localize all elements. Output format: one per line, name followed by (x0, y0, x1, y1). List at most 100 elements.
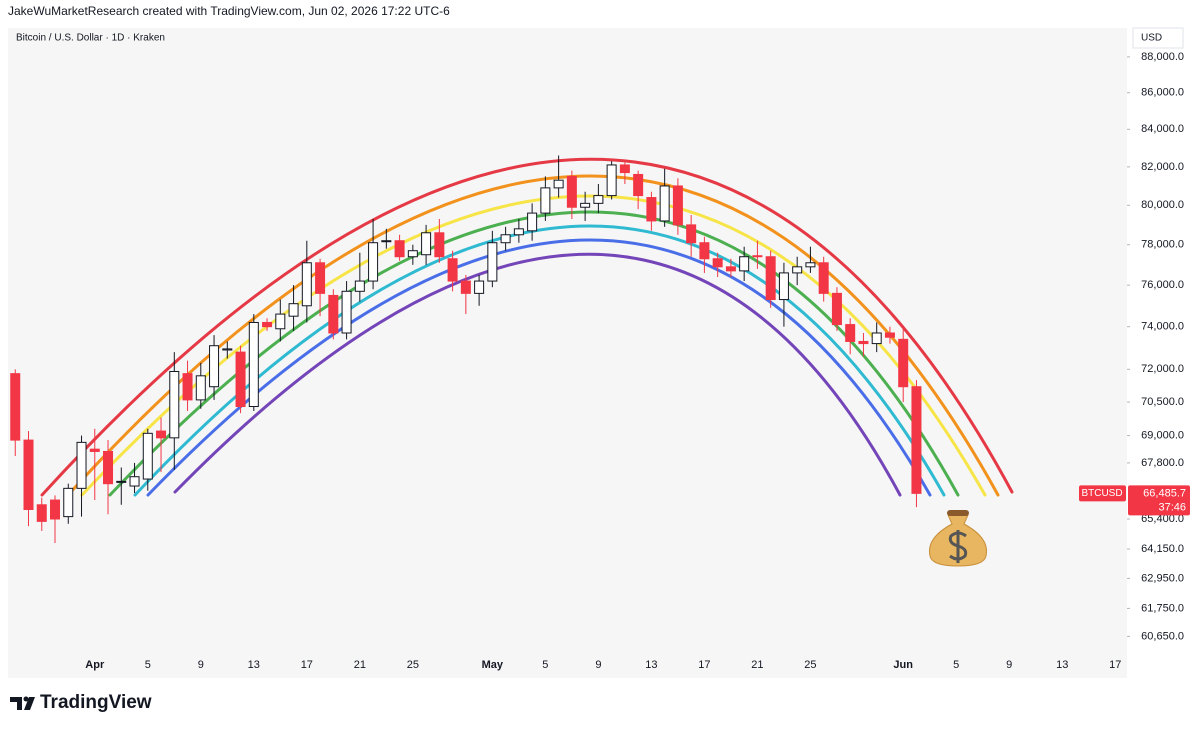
candle-body (752, 255, 763, 258)
candle-body (10, 373, 21, 441)
candle-body (460, 280, 471, 294)
header: JakeWuMarketResearch created with Tradin… (8, 4, 450, 18)
candle-body (381, 240, 392, 243)
candle-body (911, 386, 922, 494)
brand-logo: TradingView (10, 692, 152, 713)
candle-body (474, 280, 485, 294)
y-tick-label: 80,000.0 (1141, 199, 1184, 211)
candle-body (566, 175, 577, 208)
countdown: 37:46 (1158, 501, 1186, 513)
y-tick-label: 70,500.0 (1141, 396, 1184, 408)
y-tick-label: 62,950.0 (1141, 572, 1184, 584)
x-tick-label: Apr (85, 659, 105, 671)
y-tick-label: 61,750.0 (1141, 602, 1184, 614)
x-tick-label: 25 (804, 659, 816, 671)
candle-body (89, 448, 100, 452)
candle-body (805, 262, 816, 268)
candle-body (686, 224, 697, 244)
candle-body (699, 242, 710, 260)
candle-body (739, 256, 750, 272)
y-tick-label: 72,000.0 (1141, 363, 1184, 375)
candle-body (434, 232, 445, 258)
candle-body (606, 164, 617, 197)
arc-blue (146, 238, 932, 497)
y-tick-label: 65,400.0 (1141, 513, 1184, 525)
candle-body (248, 321, 259, 408)
plot-area (8, 28, 1127, 678)
candle-body (858, 340, 869, 345)
candle-body (593, 195, 604, 204)
candle-body (845, 324, 856, 342)
x-tick-label: 9 (595, 659, 601, 671)
candle-body (818, 262, 829, 294)
candle-body (421, 232, 432, 256)
candle-body (169, 370, 180, 439)
x-tick-label: May (482, 659, 504, 671)
arc-red (40, 157, 1014, 497)
candle-body (513, 228, 524, 236)
candle-body (36, 504, 47, 522)
candle-body (646, 197, 657, 222)
money-bag (928, 510, 988, 567)
candle-body (275, 313, 286, 330)
x-tick-label: 13 (645, 659, 657, 671)
y-tick-label: 60,650.0 (1141, 630, 1184, 642)
x-tick-label: 9 (198, 659, 204, 671)
currency-box (1132, 27, 1184, 49)
candle-body (725, 266, 736, 272)
candle-body (222, 348, 233, 351)
candle-body (831, 292, 842, 326)
candle-body (792, 266, 803, 274)
y-tick-label: 69,000.0 (1141, 429, 1184, 441)
x-tick-label: Jun (893, 659, 913, 671)
candle-body (447, 258, 458, 282)
candle-body (156, 430, 167, 439)
candle-body (659, 185, 670, 222)
candle-body (209, 345, 220, 388)
arc-green (108, 210, 960, 497)
candle-body (116, 480, 127, 483)
brand: TradingView (40, 692, 152, 713)
y-tick-label: 84,000.0 (1141, 123, 1184, 135)
x-tick-label: 13 (248, 659, 260, 671)
candle-body (633, 173, 644, 197)
arc-purple (173, 252, 902, 497)
candle-body (580, 202, 591, 208)
candle-body (765, 256, 776, 301)
y-tick-label: 74,000.0 (1141, 321, 1184, 333)
x-tick-label: 21 (751, 659, 763, 671)
y-tick-label: 78,000.0 (1141, 239, 1184, 251)
candle-body (328, 294, 339, 334)
candle-body (394, 240, 405, 258)
y-tick-label: 82,000.0 (1141, 161, 1184, 173)
candle-body (103, 450, 114, 485)
x-tick-label: 5 (542, 659, 548, 671)
candle-body (553, 179, 564, 189)
y-tick-label: 64,150.0 (1141, 543, 1184, 555)
x-tick-label: 25 (407, 659, 419, 671)
candle-body (341, 290, 352, 334)
x-tick-label: 21 (354, 659, 366, 671)
candles (10, 155, 922, 543)
candle-body (712, 258, 723, 268)
candle-body (871, 332, 882, 345)
candle-body (540, 187, 551, 214)
candle-body (500, 234, 511, 244)
candle-body (672, 185, 683, 226)
currency: USD (1141, 33, 1162, 44)
x-tick-label: 9 (1006, 659, 1012, 671)
y-tick-label: 88,000.0 (1141, 51, 1184, 63)
candle-body (288, 303, 299, 317)
candle-body (368, 242, 379, 282)
x-tick-label: 5 (145, 659, 151, 671)
y-tick-label: 86,000.0 (1141, 87, 1184, 99)
x-tick-label: 13 (1056, 659, 1068, 671)
last-price-label: 66,485.7 (1143, 487, 1186, 499)
chart-title: Bitcoin / U.S. Dollar · 1D · Kraken (16, 33, 165, 44)
candle-body (354, 280, 365, 292)
candle-body (182, 373, 193, 401)
candle-body (129, 476, 140, 487)
rainbow-arcs (40, 157, 1014, 497)
x-tick-label: 17 (301, 659, 313, 671)
